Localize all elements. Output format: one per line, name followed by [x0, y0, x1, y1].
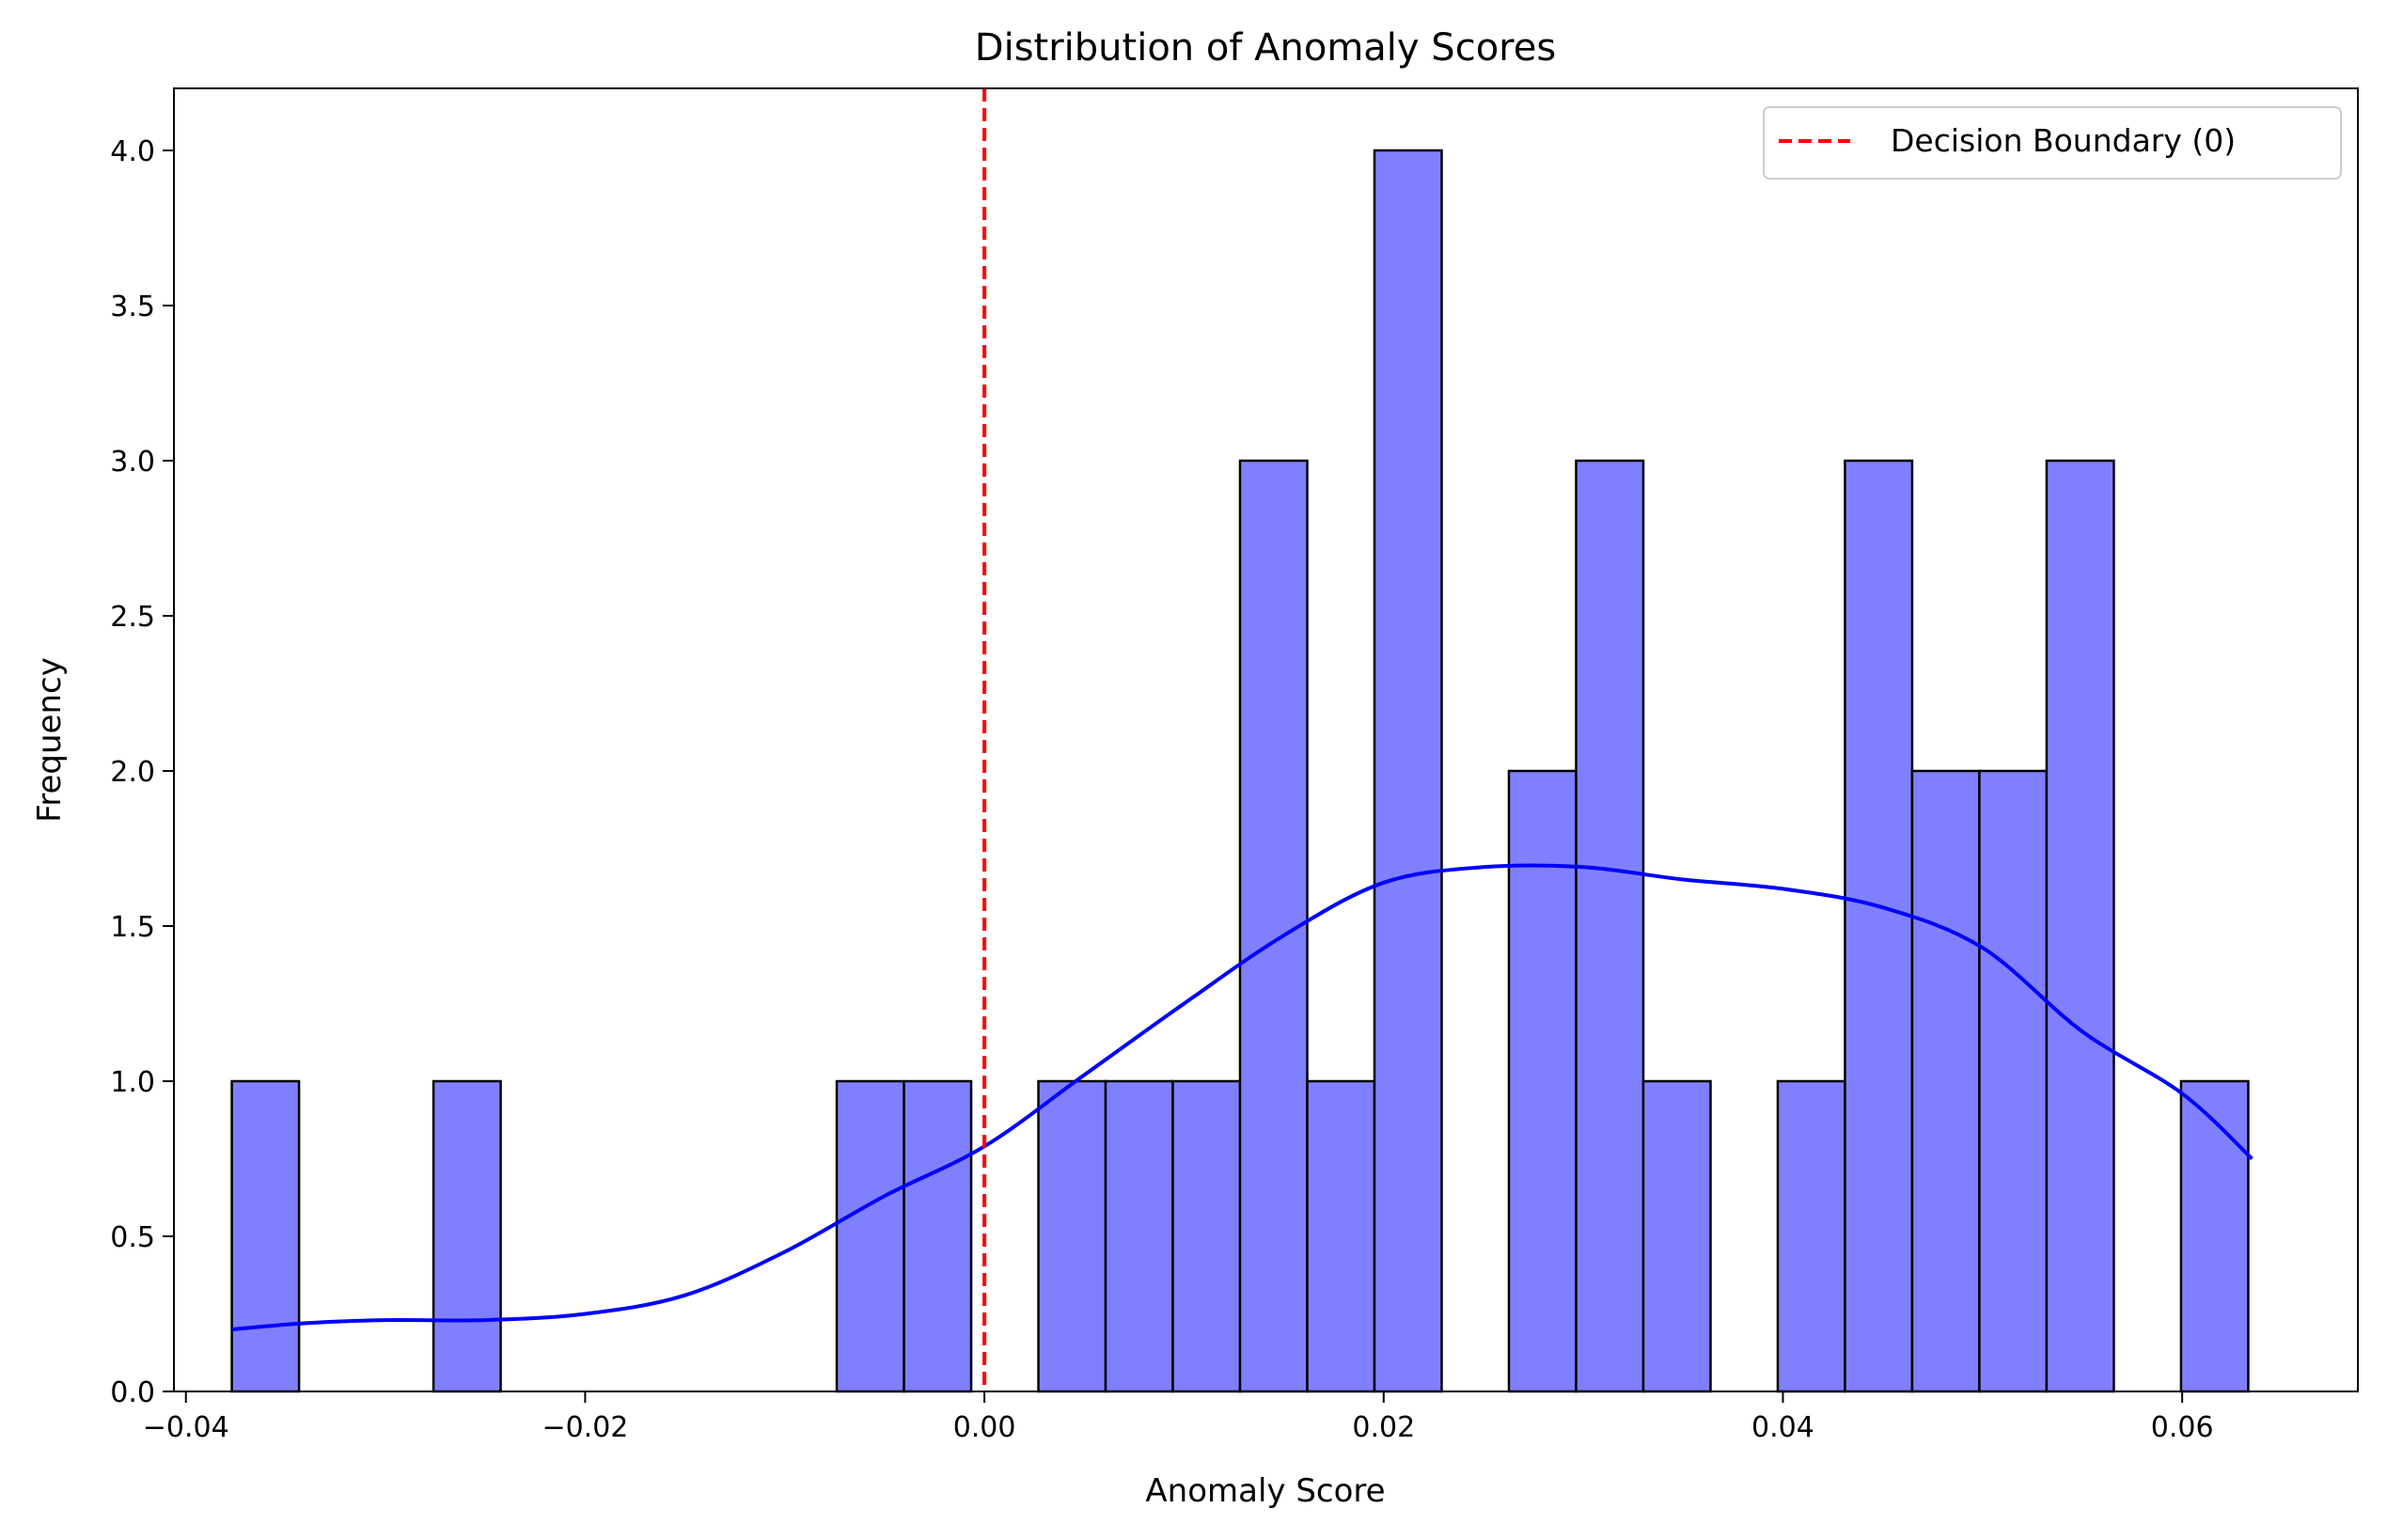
y-tick-label: 3.5: [110, 291, 155, 323]
histogram-bars: [230, 149, 2250, 1393]
histogram-bar: [2179, 1079, 2250, 1393]
chart-title: Distribution of Anomaly Scores: [975, 26, 1556, 70]
y-tick-label: 3.0: [110, 446, 155, 479]
legend: Decision Boundary (0): [1763, 106, 2342, 180]
y-tick-label: 1.5: [110, 911, 155, 944]
x-axis-ticks: −0.04 −0.02 0.00 0.02 0.04 0.06: [143, 1391, 2214, 1444]
histogram-bar: [230, 1079, 301, 1393]
histogram-bar: [1844, 459, 1914, 1393]
y-tick-label: 0.5: [110, 1221, 155, 1254]
plot-frame: [173, 87, 2359, 1392]
histogram-bar: [903, 1079, 973, 1393]
histogram-bar: [1575, 459, 1645, 1393]
histogram-bar: [1104, 1079, 1174, 1393]
histogram-bar: [1910, 769, 1981, 1393]
y-tick-label: 2.5: [110, 601, 155, 634]
kde-curve-group: [231, 863, 2254, 1331]
histogram-bar: [1641, 1079, 1712, 1393]
y-tick-label: 2.0: [110, 756, 155, 789]
histogram-bar: [432, 1079, 502, 1393]
x-tick-label: 0.00: [953, 1411, 1016, 1444]
y-tick-label: 4.0: [110, 135, 155, 168]
histogram-bar: [1306, 1079, 1376, 1393]
x-tick-label: 0.04: [1751, 1411, 1814, 1444]
x-axis-label: Anomaly Score: [1145, 1472, 1385, 1510]
y-axis-label: Frequency: [31, 657, 69, 823]
x-tick-label: −0.04: [143, 1411, 229, 1444]
x-tick-label: 0.02: [1352, 1411, 1415, 1444]
y-tick-label: 1.0: [110, 1066, 155, 1099]
legend-label: Decision Boundary (0): [1891, 122, 2236, 159]
histogram-bar: [1776, 1079, 1846, 1393]
x-tick-label: −0.02: [542, 1411, 628, 1444]
y-axis-ticks: 0.0 0.5 1.0 1.5 2.0 2.5 3.0 3.5 4.0: [110, 135, 174, 1409]
histogram-bar: [1978, 769, 2049, 1393]
kde-density-curve: [231, 863, 2254, 1331]
histogram-bar: [1373, 149, 1443, 1393]
y-tick-label: 0.0: [110, 1376, 155, 1409]
histogram-bar: [835, 1079, 905, 1393]
histogram-bar: [1037, 1079, 1107, 1393]
histogram-bar: [1171, 1079, 1242, 1393]
legend-box: [1763, 106, 2342, 180]
histogram-bar: [2045, 459, 2115, 1393]
x-tick-label: 0.06: [2151, 1411, 2214, 1444]
